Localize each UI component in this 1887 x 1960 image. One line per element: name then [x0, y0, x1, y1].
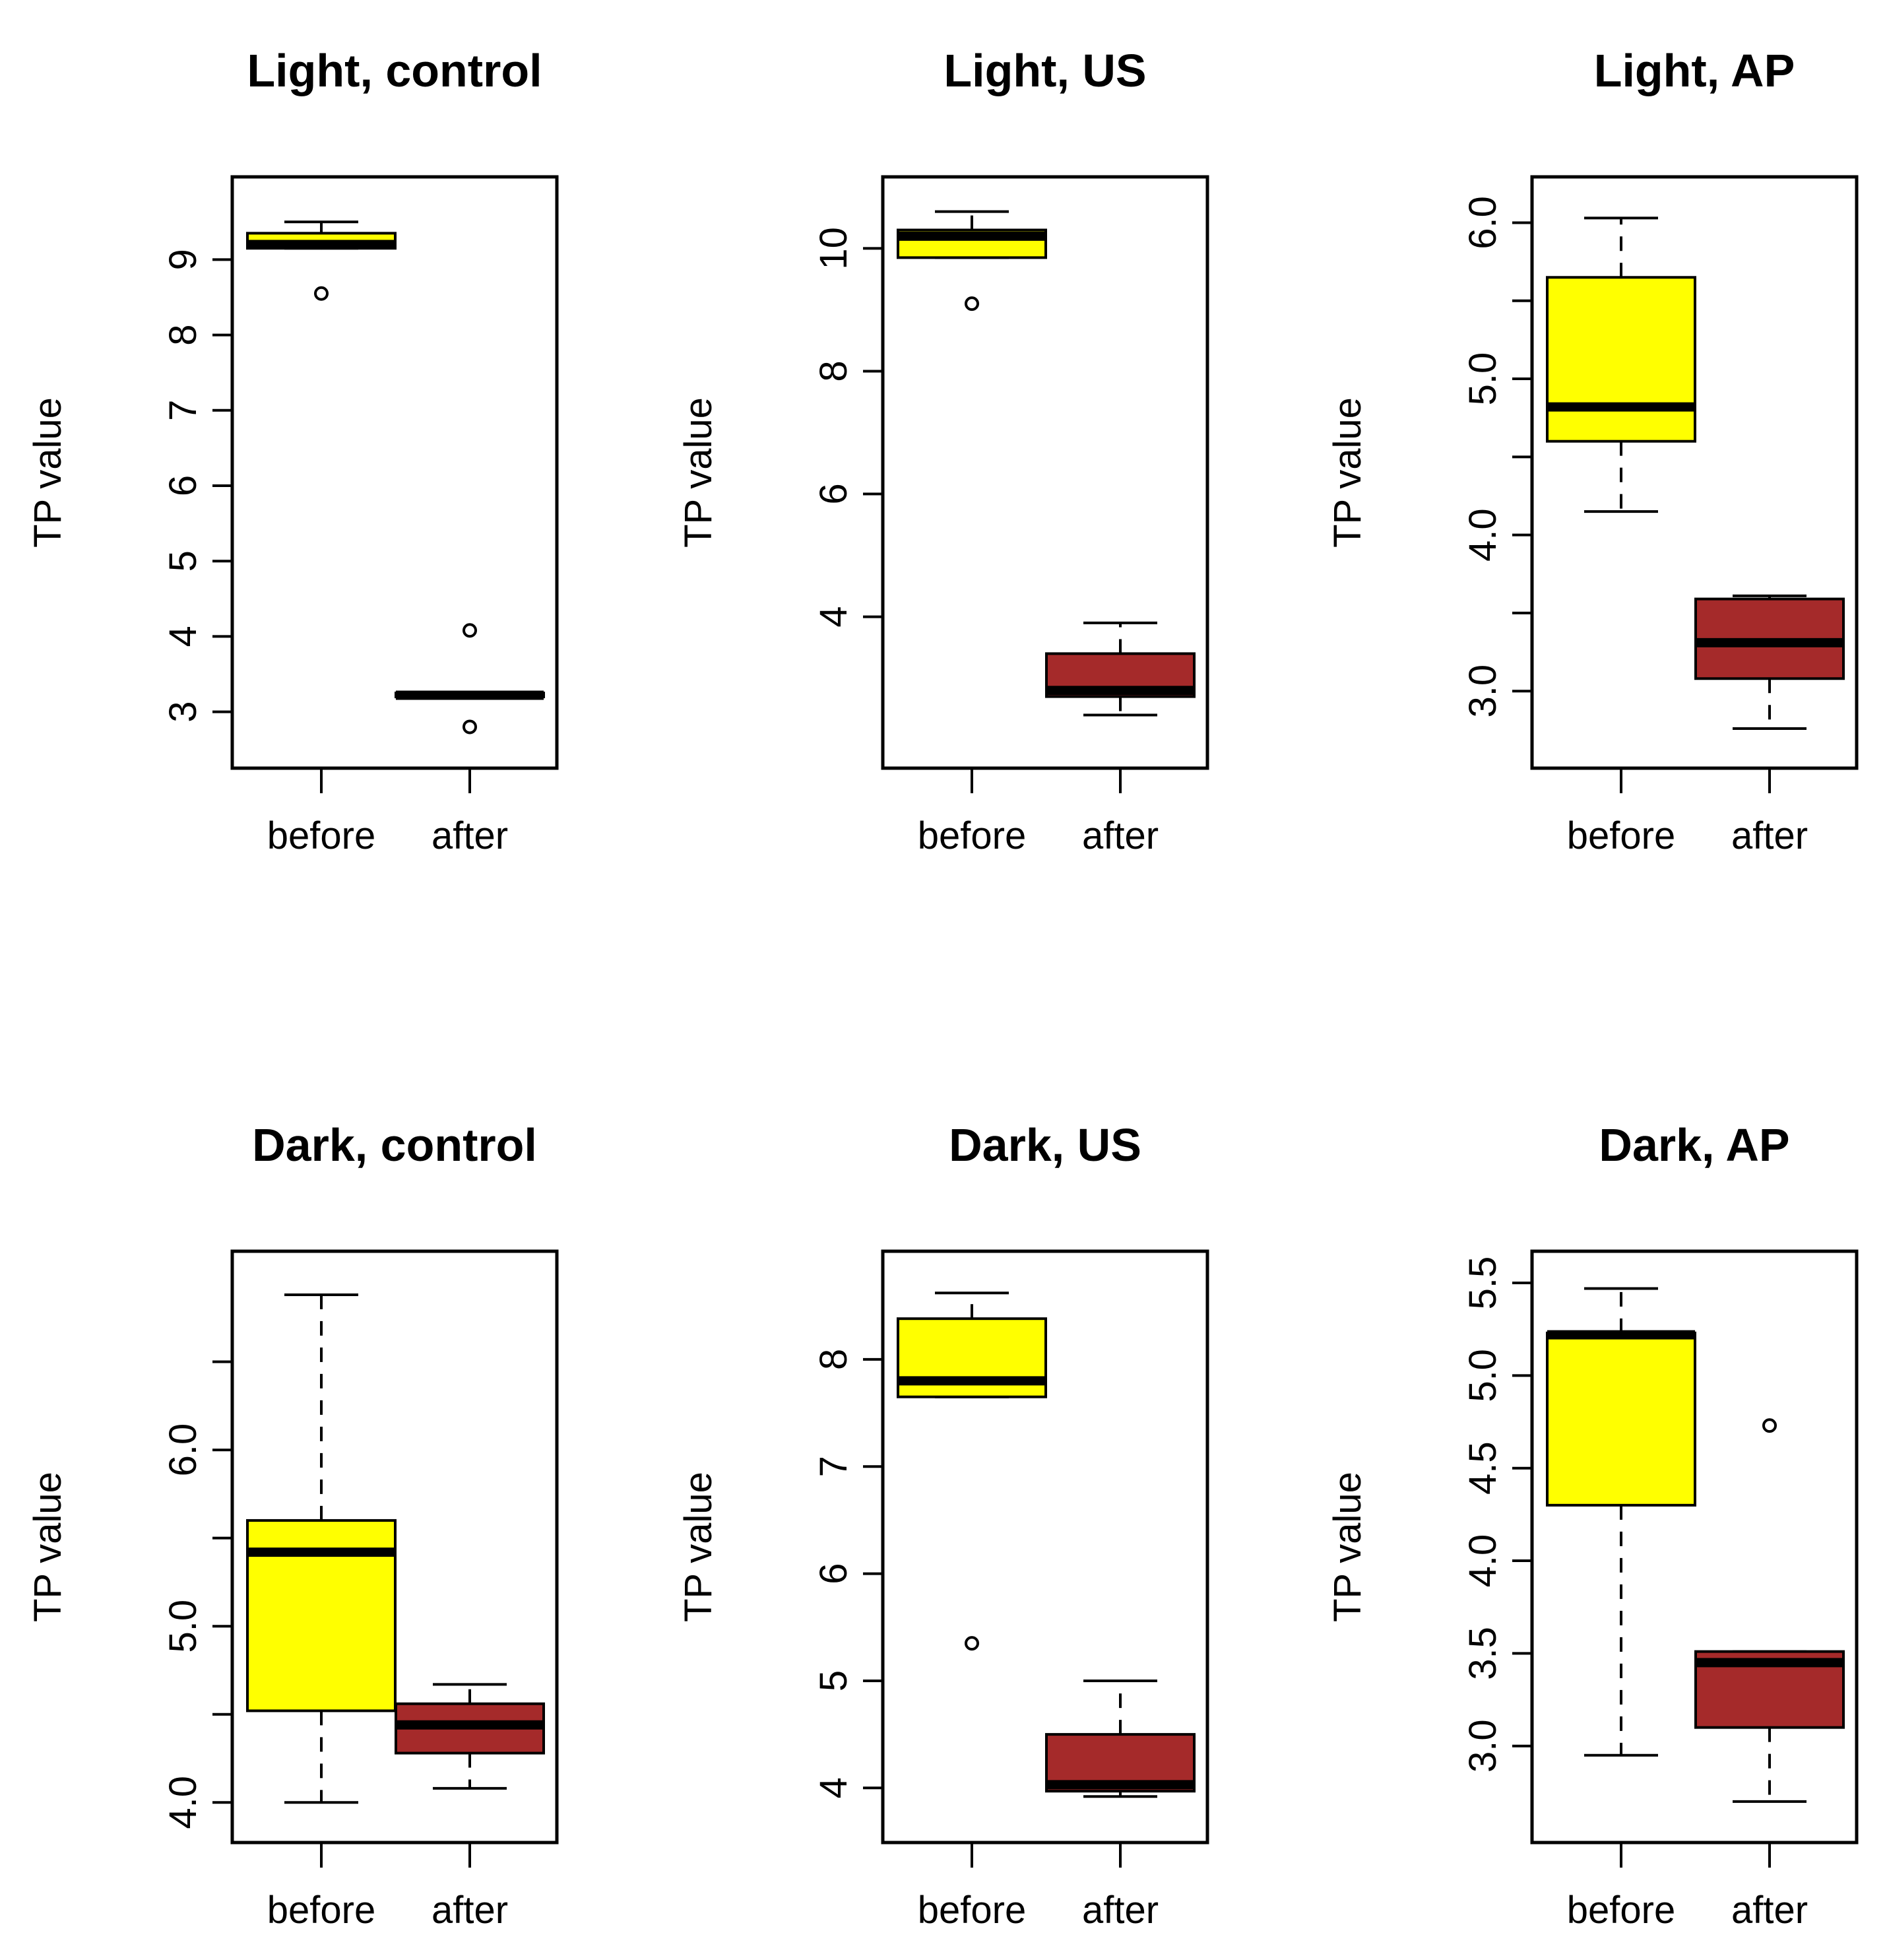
- y-tick-label: 6: [812, 483, 855, 504]
- panel: Dark, AP TP value 3.0 3.5 4.0 4.5 5.0 5.5 before…: [1326, 1119, 1859, 1932]
- plot-frame: [881, 175, 1209, 770]
- y-tick-label: 5.0: [1461, 352, 1504, 406]
- y-tick-label: 4.5: [1461, 1441, 1504, 1495]
- y-axis-label: TP value: [1326, 1472, 1369, 1622]
- plot-frame: [1530, 175, 1859, 770]
- box-before: [1546, 1331, 1696, 1507]
- y-axis-label: TP value: [26, 1472, 69, 1622]
- plot-frame: [230, 175, 559, 770]
- outlier-point: [1762, 1418, 1777, 1433]
- y-tick-label: 6.0: [1461, 196, 1504, 249]
- y-tick-label: 5: [162, 550, 205, 572]
- y-tick-label: 8: [812, 360, 855, 381]
- plot-frame: [1530, 1249, 1859, 1845]
- y-tick-label: 3: [162, 701, 205, 722]
- y-axis-label: TP value: [677, 397, 720, 548]
- panel: Light, control TP value 3 4 5 6 7 8 9 before after: [26, 45, 559, 857]
- x-tick-label: after: [432, 814, 508, 857]
- y-tick-label: 7: [162, 400, 205, 421]
- panel: Light, AP TP value 3.0 4.0 5.0 6.0 before after: [1326, 45, 1859, 857]
- x-tick-label: before: [918, 814, 1026, 857]
- x-tick-label: before: [918, 1889, 1026, 1932]
- x-tick-label: after: [1082, 1889, 1159, 1932]
- panel-title: Dark, control: [252, 1119, 537, 1171]
- y-tick-label: 4: [812, 606, 855, 627]
- y-tick-label: 4: [162, 626, 205, 647]
- panel: Dark, control TP value 4.0 5.0 6.0 before afte…: [26, 1119, 559, 1932]
- box-before: [1546, 276, 1696, 443]
- y-tick-label: 4.0: [162, 1776, 205, 1829]
- y-tick-label: 5.0: [1461, 1349, 1504, 1402]
- y-axis-label: TP value: [1326, 397, 1369, 548]
- outlier-point: [314, 286, 329, 301]
- y-tick-label: 9: [162, 249, 205, 270]
- y-tick-label: 4.0: [1461, 508, 1504, 562]
- panel: Light, US TP value 4 6 8 10 before after: [677, 45, 1209, 857]
- y-tick-label: 3.0: [1461, 1719, 1504, 1773]
- plot-frame: [230, 1249, 559, 1845]
- panel-title: Light, AP: [1594, 45, 1795, 96]
- y-tick-label: 6.0: [162, 1423, 205, 1477]
- x-tick-label: after: [432, 1889, 508, 1932]
- y-tick-label: 4.0: [1461, 1534, 1504, 1588]
- outlier-point: [463, 719, 477, 735]
- y-axis-label: TP value: [26, 397, 69, 548]
- outlier-point: [463, 623, 477, 638]
- panel-title: Dark, US: [949, 1119, 1141, 1171]
- y-tick-label: 7: [812, 1456, 855, 1477]
- y-tick-label: 5.0: [162, 1600, 205, 1653]
- y-tick-label: 8: [162, 324, 205, 345]
- plot-frame: [881, 1249, 1209, 1845]
- y-tick-label: 5: [812, 1670, 855, 1691]
- y-tick-label: 4: [812, 1777, 855, 1798]
- y-tick-label: 6: [812, 1563, 855, 1584]
- y-axis-label: TP value: [677, 1472, 720, 1622]
- outlier-point: [965, 296, 979, 311]
- panel-title: Light, US: [943, 45, 1146, 96]
- x-tick-label: before: [267, 1889, 375, 1932]
- x-tick-label: after: [1731, 814, 1808, 857]
- panel: Dark, US TP value 4 5 6 7 8 before after: [677, 1119, 1209, 1932]
- y-tick-label: 3.5: [1461, 1627, 1504, 1680]
- x-tick-label: before: [1567, 814, 1675, 857]
- x-tick-label: before: [1567, 1889, 1675, 1932]
- y-tick-label: 6: [162, 475, 205, 496]
- x-tick-label: after: [1082, 814, 1159, 857]
- x-tick-label: before: [267, 814, 375, 857]
- y-tick-label: 10: [812, 227, 855, 270]
- y-tick-label: 8: [812, 1349, 855, 1370]
- y-tick-label: 3.0: [1461, 665, 1504, 718]
- y-tick-label: 5.5: [1461, 1257, 1504, 1310]
- outlier-point: [965, 1636, 979, 1651]
- panel-title: Dark, AP: [1599, 1119, 1789, 1171]
- panel-title: Light, control: [247, 45, 542, 96]
- x-tick-label: after: [1731, 1889, 1808, 1932]
